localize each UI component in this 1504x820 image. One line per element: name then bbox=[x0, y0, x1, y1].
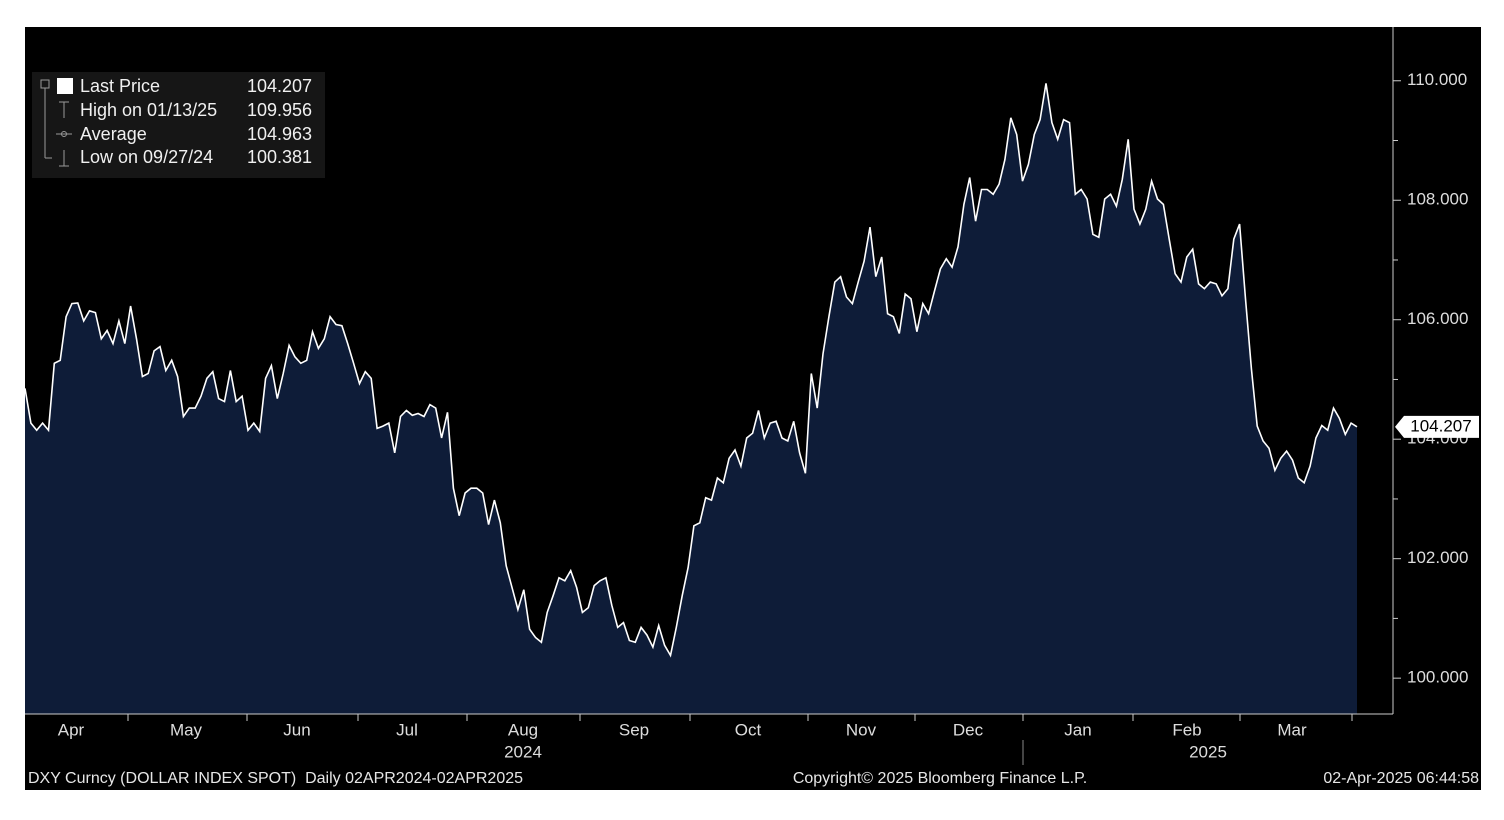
footer-left: DXY Curncy (DOLLAR INDEX SPOT) Daily 02A… bbox=[28, 770, 523, 787]
plot bbox=[24, 83, 1358, 714]
x-tick-label: Dec bbox=[953, 720, 984, 739]
y-tick-label: 110.000 bbox=[1407, 70, 1467, 89]
legend-value: 104.207 bbox=[247, 76, 312, 96]
y-tick-label: 106.000 bbox=[1407, 309, 1468, 328]
y-tick-label: 102.000 bbox=[1407, 548, 1468, 567]
x-tick-label: Jan bbox=[1064, 720, 1091, 739]
y-tick-label: 100.000 bbox=[1407, 668, 1468, 687]
last-price-tag bbox=[1395, 415, 1479, 438]
legend-value: 100.381 bbox=[247, 147, 312, 167]
x-tick-label: Mar bbox=[1277, 720, 1307, 739]
area-fill bbox=[25, 83, 1357, 714]
x-tick-label: Jun bbox=[283, 720, 310, 739]
last-price-label: 104.207 bbox=[1410, 416, 1471, 435]
legend-value: 109.956 bbox=[247, 100, 312, 120]
y-tick-label: 108.000 bbox=[1407, 190, 1468, 209]
footer-center: Copyright© 2025 Bloomberg Finance L.P. bbox=[793, 770, 1087, 787]
legend-label: Average bbox=[80, 124, 147, 144]
x-tick-label: May bbox=[170, 720, 203, 739]
price-line bbox=[24, 83, 1358, 658]
footer-right: 02-Apr-2025 06:44:58 bbox=[1323, 770, 1479, 787]
x-tick-label: Nov bbox=[846, 720, 877, 739]
legend-label: High on 01/13/25 bbox=[80, 100, 217, 120]
x-tick-label: Sep bbox=[619, 720, 649, 739]
x-tick-label: Feb bbox=[1172, 720, 1201, 739]
legend-label: Low on 09/27/24 bbox=[80, 147, 213, 167]
legend-value: 104.963 bbox=[247, 124, 312, 144]
legend-icons bbox=[40, 78, 73, 167]
year-label: 2025 bbox=[1189, 742, 1227, 761]
x-tick-label: Jul bbox=[396, 720, 418, 739]
legend-box bbox=[32, 72, 325, 178]
x-tick-label: Aug bbox=[508, 720, 538, 739]
x-tick-label: Oct bbox=[735, 720, 762, 739]
x-tick-label: Apr bbox=[58, 720, 85, 739]
year-label: 2024 bbox=[504, 742, 542, 761]
legend-label: Last Price bbox=[80, 76, 160, 96]
